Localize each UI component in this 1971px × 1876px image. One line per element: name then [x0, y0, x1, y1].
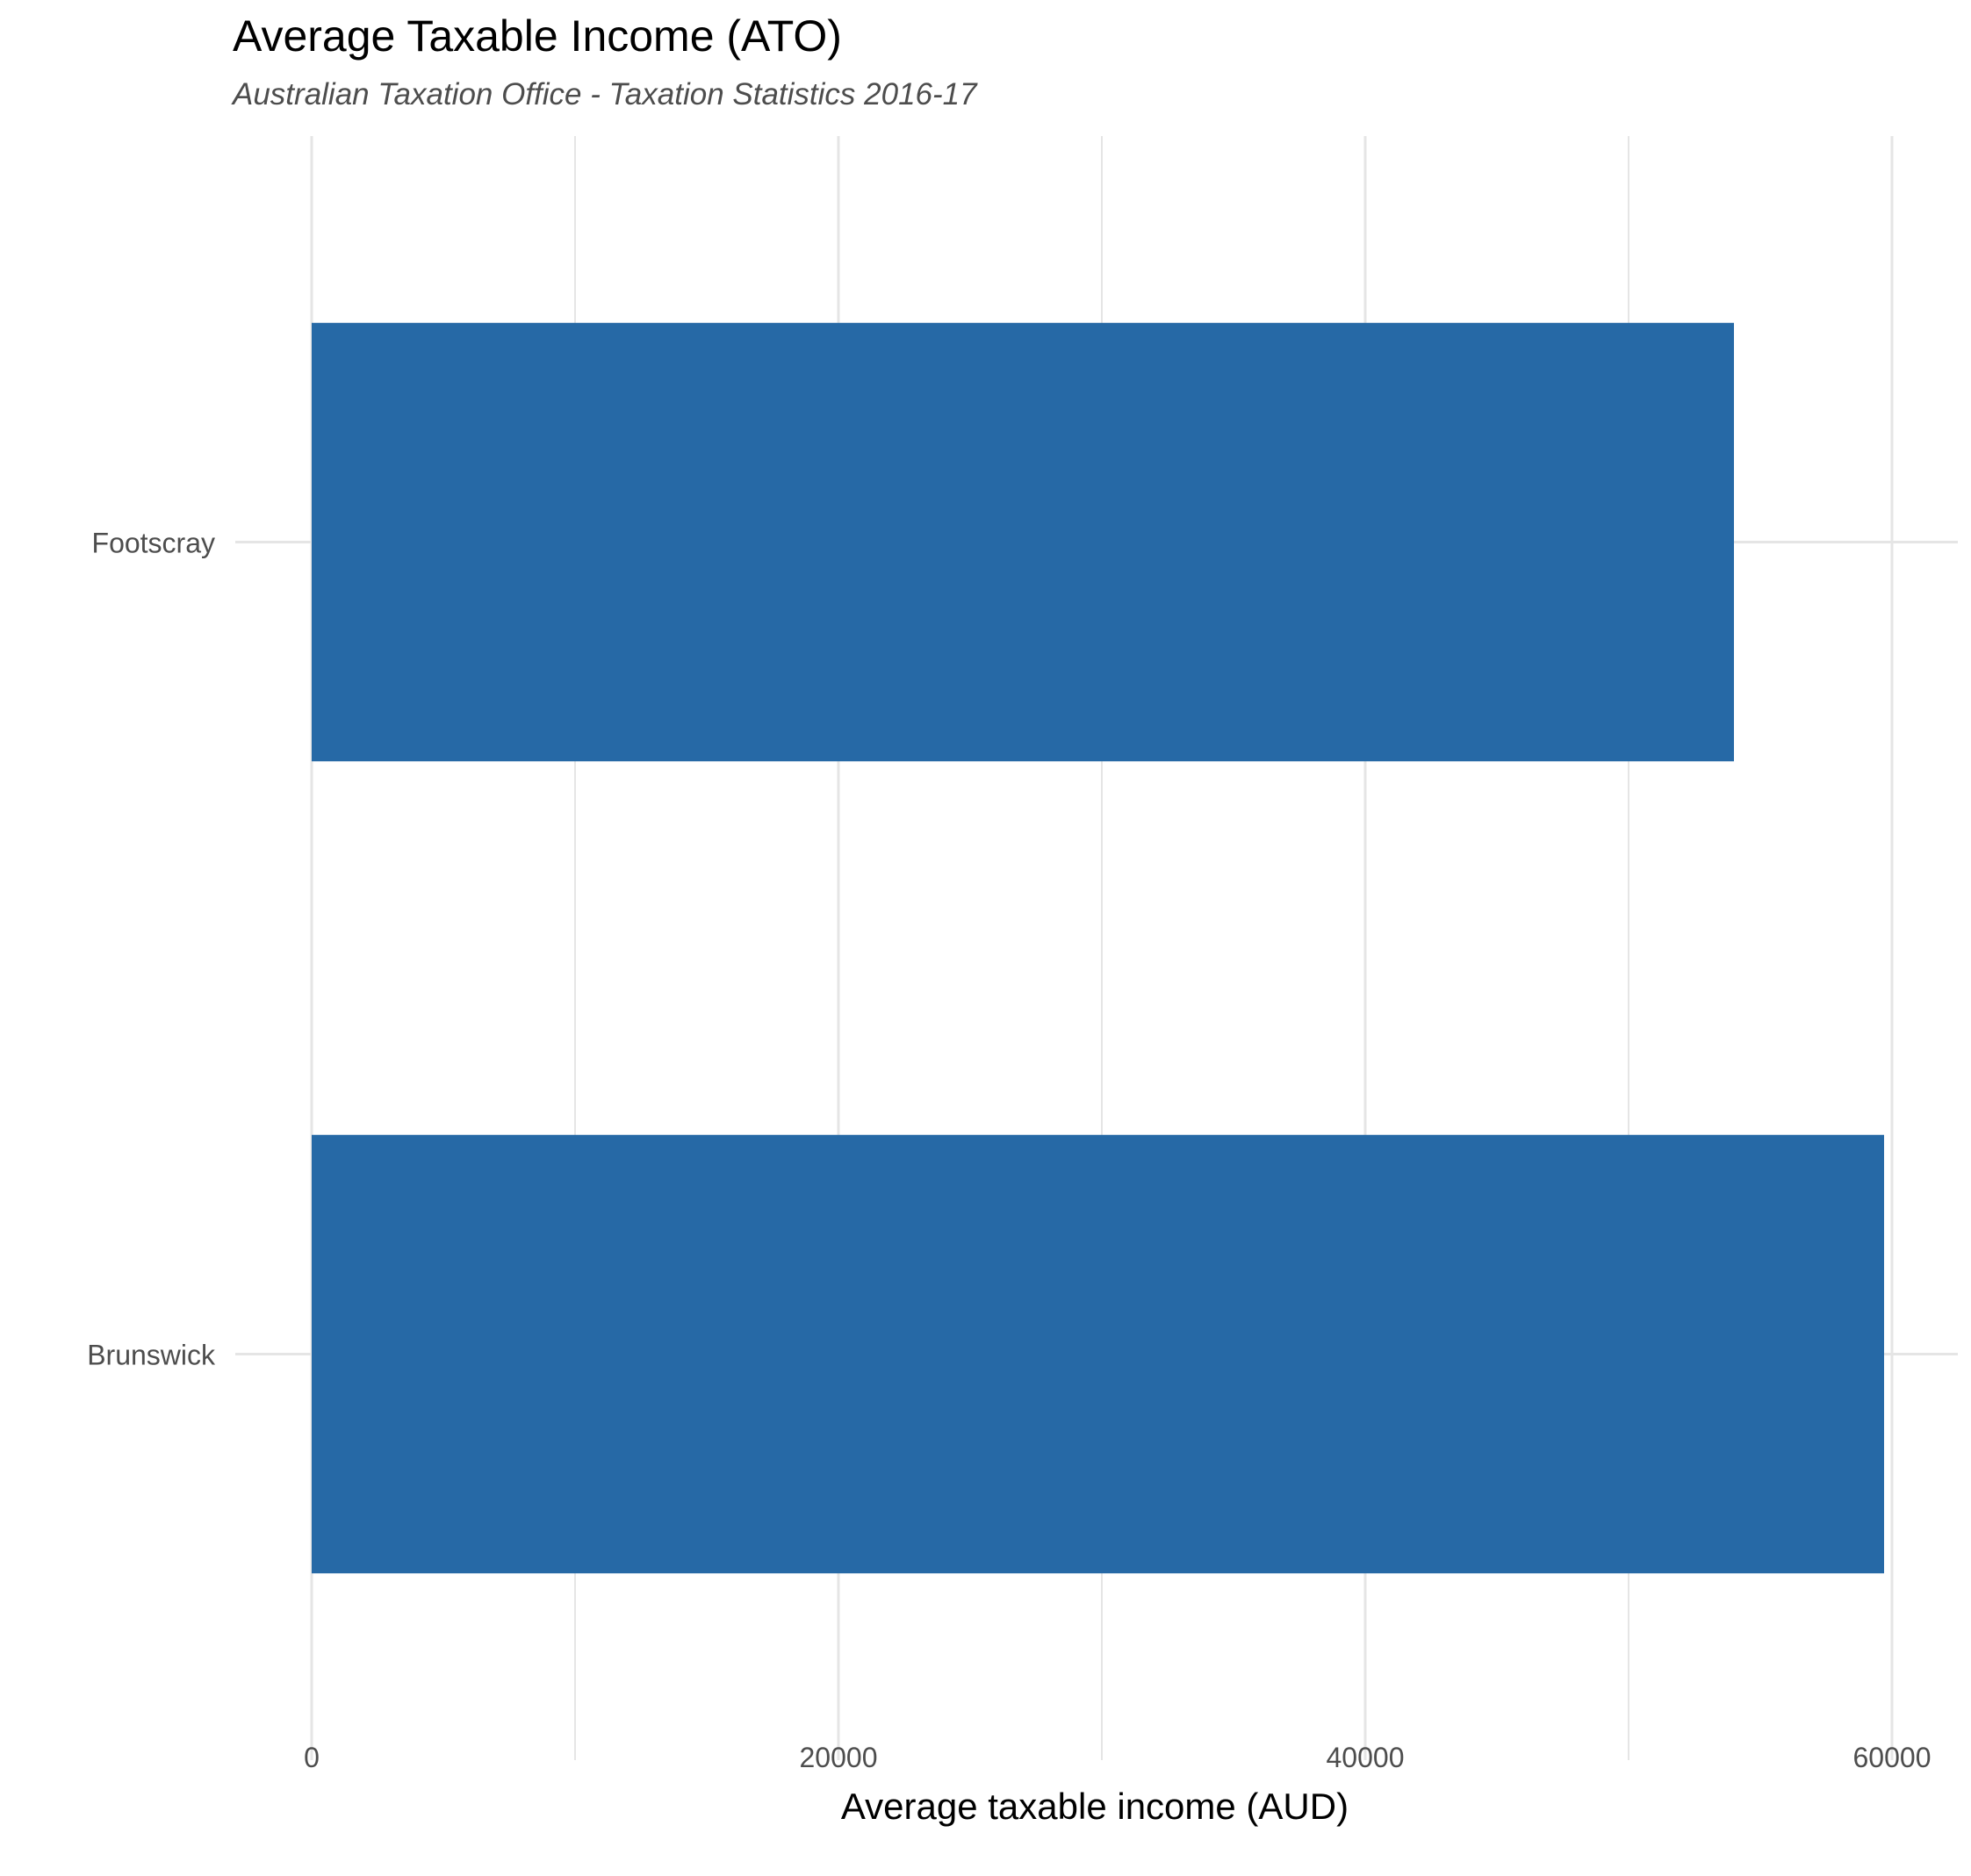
bar-footscray	[312, 322, 1734, 762]
x-tick-label: 20000	[800, 1742, 878, 1773]
bar-brunswick	[312, 1134, 1884, 1574]
y-tick-label: Footscray	[92, 528, 215, 559]
chart-title: Average Taxable Income (ATO)	[233, 11, 842, 61]
chart-subtitle: Australian Taxation Office - Taxation St…	[233, 77, 977, 111]
x-tick-label: 40000	[1327, 1742, 1405, 1773]
x-axis-label: Average taxable income (AUD)	[841, 1786, 1349, 1827]
y-tick-label: Brunswick	[87, 1340, 216, 1371]
x-tick-label: 0	[304, 1742, 320, 1773]
x-tick-label: 60000	[1853, 1742, 1931, 1773]
